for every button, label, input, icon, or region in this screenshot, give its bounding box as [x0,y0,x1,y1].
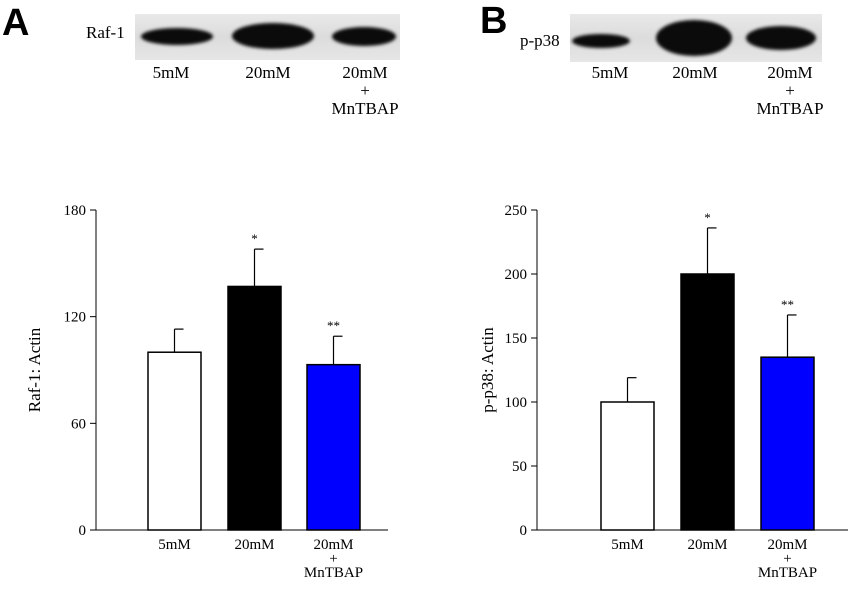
blot-protein-label-b: p-p38 [520,31,560,50]
significance-marker: ** [327,318,340,333]
x-tick-label: 20mM [767,537,807,553]
x-tick-label: 5mM [158,537,191,553]
significance-marker: * [704,210,711,225]
y-tick-label: 0 [79,523,87,539]
blot-lane-label: 20mM [245,63,291,82]
y-tick-label: 120 [64,310,87,326]
blot-strip-b [570,14,822,62]
x-tick-label: + [329,551,337,567]
y-tick-label: 100 [505,395,528,411]
bar [147,351,202,531]
bar [306,363,361,531]
y-tick-label: 50 [512,459,527,475]
y-tick-label: 60 [71,416,86,432]
blot-lane-label: 5mM [152,63,190,82]
y-axis-label: Raf-1: Actin [25,327,44,412]
blot-lane-label: 5mM [591,63,629,82]
blot-band [141,28,213,45]
y-tick-label: 250 [505,203,528,219]
blot-strip-a [135,14,400,60]
blot-band [656,20,732,56]
blot-lane-label: 20mM [672,63,718,82]
significance-marker: * [251,231,258,246]
x-tick-label: 5mM [611,537,644,553]
blot-lane-label: 20mM + MnTBAP [331,63,399,118]
x-tick-label: MnTBAP [758,565,817,581]
blot-band [572,34,630,48]
bar [760,356,815,531]
panel-letter-a: A [2,2,30,44]
x-tick-label: + [783,551,791,567]
significance-marker: ** [781,297,794,312]
bar [600,401,655,531]
x-tick-label: 20mM [687,537,727,553]
x-tick-label: 20mM [313,537,353,553]
y-tick-label: 200 [505,267,528,283]
y-tick-label: 0 [520,523,528,539]
bar [680,273,735,531]
blot-band [746,26,816,50]
bar [227,285,282,531]
blot-protein-label-a: Raf-1 [86,23,125,42]
x-tick-label: 20mM [234,537,274,553]
y-tick-label: 150 [505,331,528,347]
y-tick-label: 180 [64,203,87,219]
blot-band [232,23,314,49]
blot-band [332,27,396,46]
blot-lane-label: 20mM + MnTBAP [756,63,824,118]
panel-letter-b: B [480,0,508,42]
y-axis-label: p-p38: Actin [478,327,497,413]
x-tick-label: MnTBAP [304,565,363,581]
